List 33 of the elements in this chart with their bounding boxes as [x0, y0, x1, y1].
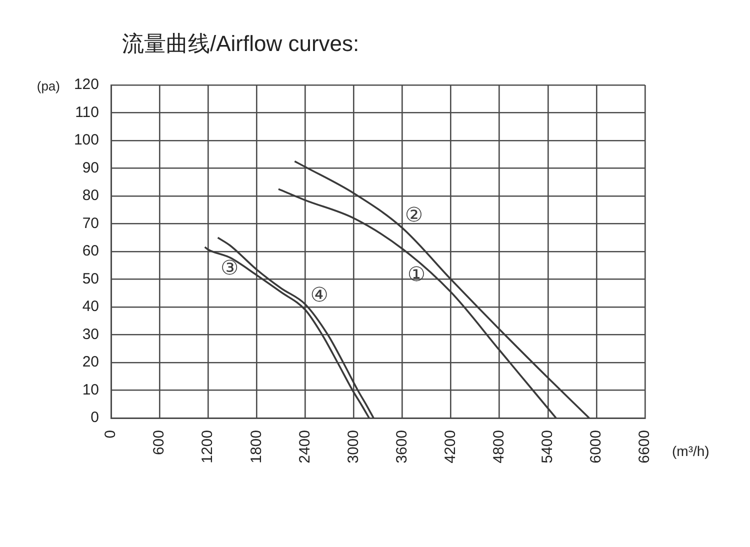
line-series — [294, 160, 590, 418]
x-tick-label: 3600 — [393, 430, 410, 464]
x-tick-label: 6000 — [588, 430, 605, 464]
series-label: ④ — [310, 282, 328, 307]
chart-title: 流量曲线/Airflow curves: — [122, 31, 360, 56]
y-axis-title: (pa) — [36, 78, 60, 94]
x-tick-label: 0 — [102, 430, 120, 438]
x-tick-label: 1800 — [248, 430, 265, 464]
x-tick-label: 6600 — [636, 430, 654, 464]
y-tick-label: 120 — [74, 76, 99, 94]
y-tick-label: 70 — [82, 214, 99, 232]
y-tick-label: 10 — [82, 381, 99, 398]
series-label: ③ — [220, 256, 239, 280]
x-tick-label: 3000 — [344, 430, 362, 464]
x-tick-label: 2400 — [296, 430, 314, 464]
x-tick-label: 4800 — [490, 430, 508, 464]
y-tick-label: 90 — [82, 159, 99, 176]
y-tick-label: 110 — [75, 104, 99, 121]
x-axis-title: (m³/h) — [672, 442, 710, 459]
x-tick-label: 4200 — [442, 430, 459, 464]
y-tick-label: 40 — [82, 298, 99, 316]
y-tick-label: 60 — [82, 242, 99, 260]
y-tick-label: 80 — [82, 187, 99, 204]
y-tick-label: 20 — [82, 354, 99, 371]
x-tick-label: 1200 — [199, 430, 216, 464]
y-tick-label: 50 — [82, 270, 99, 288]
y-tick-label: 100 — [74, 132, 99, 149]
x-tick-label: 5400 — [539, 430, 556, 464]
series-label: ② — [404, 202, 423, 226]
y-tick-label: 0 — [90, 409, 99, 426]
x-tick-label: 600 — [150, 430, 168, 456]
line-series — [278, 188, 557, 418]
y-tick-label: 30 — [82, 326, 99, 343]
